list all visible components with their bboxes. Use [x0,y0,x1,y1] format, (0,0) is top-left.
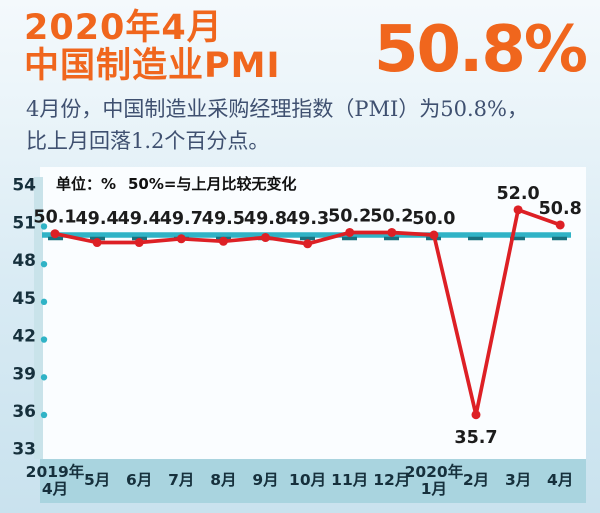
reference-note: 50%=与上月比较无变化 [128,175,296,193]
x-tick-label: 6月 [126,471,152,489]
data-point-marker [345,227,355,237]
summary-line-1: 4月份，中国制造业采购经理指数（PMI）为50.8%， [26,96,528,121]
data-point-label: 50.2 [328,206,371,226]
data-point-label: 50.8 [539,199,582,219]
y-tick-label: 36 [12,402,36,422]
data-point-marker [387,227,397,237]
x-tick-label: 2019年 4月 [26,462,85,498]
data-point-marker [429,230,439,240]
y-tick-label: 51 [12,213,36,233]
data-point-marker [92,237,102,247]
data-point-marker [303,238,313,248]
x-tick-label: 12月 [373,471,410,489]
x-tick-label: 10月 [289,471,326,489]
header: 2020年4月 中国制造业PMI 50.8% [0,0,600,86]
x-tick-label: 2020年 1月 [405,462,464,498]
data-point-label: 49.4 [76,209,119,229]
title-line-2: 中国制造业PMI [24,45,281,86]
x-tick-label: 8月 [210,471,236,489]
unit-note: 单位：% [56,175,116,193]
header-title: 2020年4月 中国制造业PMI [24,8,281,86]
data-point-label: 50.1 [33,207,76,227]
y-tick-label: 33 [12,439,36,459]
x-tick-label: 9月 [252,471,278,489]
data-point-marker [261,232,270,242]
y-tick-label: 42 [12,326,36,346]
data-point-label: 49.3 [286,209,329,229]
y-tick-label: 45 [12,289,36,309]
data-point-label: 50.0 [412,209,455,229]
data-point-marker [471,409,481,419]
x-tick-label: 4月 [547,471,573,489]
data-point-label: 50.2 [370,206,413,226]
plot-area [40,166,586,459]
x-tick-label: 11月 [331,471,368,489]
data-point-label: 49.7 [160,209,203,229]
y-tick-dot [40,298,48,305]
summary-line-2: 比上月回落1.2个百分点。 [26,129,270,154]
x-axis-band [40,458,586,503]
y-tick-label: 39 [12,364,36,384]
y-axis-band [34,176,43,459]
y-tick-label: 54 [12,175,36,195]
data-point-label: 35.7 [454,427,497,447]
data-point-marker [555,220,565,230]
data-point-label: 49.5 [202,209,245,229]
data-point-marker [134,237,144,247]
y-tick-dot [40,222,48,230]
data-point-label: 49.4 [118,209,161,229]
x-tick-label: 5月 [84,471,110,489]
y-tick-dot [40,411,48,418]
data-point-marker [513,205,523,215]
x-tick-label: 7月 [168,471,194,489]
data-point-label: 49.8 [244,209,287,229]
summary-text: 4月份，中国制造业采购经理指数（PMI）为50.8%， 比上月回落1.2个百分点… [26,93,574,158]
y-tick-dot [40,260,48,268]
title-line-1: 2020年4月 [24,8,223,48]
data-point-marker [50,228,60,238]
headline-value: 50.8% [373,13,588,87]
x-tick-label: 2月 [463,471,489,489]
data-point-label: 52.0 [497,184,540,204]
y-tick-dot [40,373,48,381]
data-point-marker [218,236,228,246]
x-tick-label: 3月 [505,471,531,489]
data-point-marker [176,233,186,243]
y-tick-dot [40,336,48,343]
y-tick-label: 48 [12,251,36,271]
